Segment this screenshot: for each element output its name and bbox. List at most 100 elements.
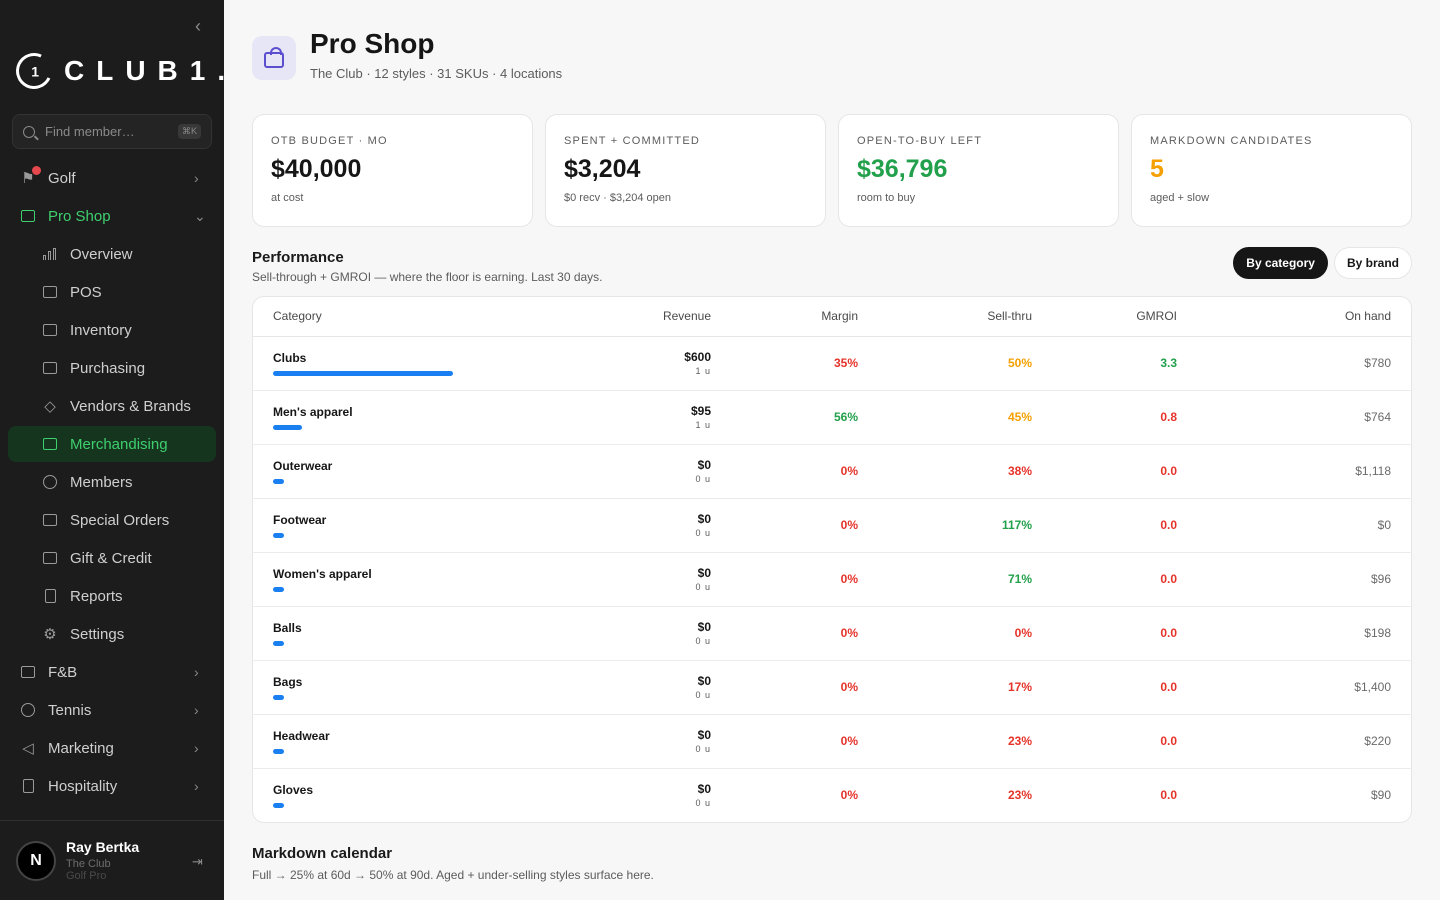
archive-icon: [42, 322, 58, 338]
revenue-share-bar: [273, 640, 284, 646]
sidebar-item-settings[interactable]: ⚙ Settings: [8, 616, 216, 652]
column-header-sell-thru[interactable]: Sell-thru: [878, 297, 1052, 337]
gmroi-cell: 0.0: [1052, 552, 1197, 607]
margin-cell: 0%: [731, 444, 878, 499]
sidebar-item-label: Members: [70, 473, 133, 491]
chevron-right-icon: ›: [194, 702, 199, 718]
by-category-button[interactable]: By category: [1233, 247, 1328, 279]
units-sold: 0 u: [695, 528, 711, 538]
sidebar-item-overview[interactable]: Overview: [8, 236, 216, 272]
category-name: Bags: [273, 674, 303, 689]
sidebar-item-special-orders[interactable]: Special Orders: [8, 502, 216, 538]
kpi-label: SPENT + COMMITTED: [564, 135, 701, 147]
category-name: Balls: [273, 620, 302, 635]
document-icon: [42, 588, 58, 604]
category-cell: Balls: [253, 606, 583, 661]
search-placeholder: Find member…: [45, 124, 135, 139]
column-header-margin[interactable]: Margin: [731, 297, 878, 337]
revenue-cell: $0 0 u: [583, 606, 731, 661]
sidebar-item-pro-shop[interactable]: Pro Shop ⌄: [8, 198, 216, 234]
category-cell: Outerwear: [253, 444, 583, 499]
kpi-label: MARKDOWN CANDIDATES: [1150, 135, 1313, 147]
revenue-cell: $0 0 u: [583, 444, 731, 499]
sidebar-item-tennis[interactable]: Tennis ›: [8, 692, 216, 728]
table-row[interactable]: Outerwear $0 0 u 0% 38% 0.0 $1,118: [253, 444, 1411, 499]
gmroi-cell: 0.0: [1052, 660, 1197, 715]
column-header-gmroi[interactable]: GMROI: [1052, 297, 1197, 337]
gmroi-cell: 0.0: [1052, 498, 1197, 553]
sidebar: ‹ 1 CLUB1. Find member… ⌘K ⚑ Golf › Pro …: [0, 0, 224, 900]
category-name: Headwear: [273, 728, 330, 743]
sidebar-item-label: Reports: [70, 587, 123, 605]
revenue-share-bar: [273, 424, 302, 430]
markdown-calendar-subtitle: Full → 25% at 60d → 50% at 90d. Aged + u…: [252, 868, 654, 882]
bar-chart-icon: [42, 246, 58, 262]
user-name: Ray Bertka: [66, 839, 140, 855]
sidebar-item-pos[interactable]: POS: [8, 274, 216, 310]
search-icon: [23, 125, 35, 138]
kpi-subtext: $0 recv · $3,204 open: [564, 192, 672, 204]
revenue-value: $0: [697, 458, 711, 472]
sidebar-item-vendors-brands[interactable]: ◇ Vendors & Brands: [8, 388, 216, 424]
table-row[interactable]: Clubs $600 1 u 35% 50% 3.3 $780: [253, 336, 1411, 391]
collapse-sidebar-icon[interactable]: ‹: [195, 16, 201, 36]
table-row[interactable]: Women's apparel $0 0 u 0% 71% 0.0 $96: [253, 552, 1411, 607]
kpi-value: $3,204: [564, 155, 641, 183]
column-header-category[interactable]: Category: [253, 297, 583, 337]
table-row[interactable]: Headwear $0 0 u 0% 23% 0.0 $220: [253, 714, 1411, 769]
sidebar-item-fnb[interactable]: F&B ›: [8, 654, 216, 690]
tennis-icon: [20, 702, 36, 718]
revenue-share-bar: [273, 478, 284, 484]
margin-cell: 0%: [731, 714, 878, 769]
users-icon: [42, 474, 58, 490]
user-profile[interactable]: N Ray Bertka The Club Golf Pro ⇥: [0, 820, 224, 900]
logout-icon[interactable]: ⇥: [192, 853, 203, 869]
sidebar-item-marketing[interactable]: ◁ Marketing ›: [8, 730, 216, 766]
table-row[interactable]: Footwear $0 0 u 0% 117% 0.0 $0: [253, 498, 1411, 553]
sidebar-item-golf[interactable]: ⚑ Golf ›: [8, 160, 216, 196]
chevron-right-icon: ›: [194, 170, 199, 186]
sidebar-item-merchandising[interactable]: Merchandising: [8, 426, 216, 462]
table-row[interactable]: Gloves $0 0 u 0% 23% 0.0 $90: [253, 768, 1411, 822]
sell-thru-cell: 45%: [878, 390, 1052, 445]
sidebar-item-inventory[interactable]: Inventory: [8, 312, 216, 348]
revenue-value: $0: [697, 728, 711, 742]
margin-cell: 0%: [731, 660, 878, 715]
sidebar-item-purchasing[interactable]: Purchasing: [8, 350, 216, 386]
kpi-otb-budget: OTB BUDGET · MO $40,000 at cost: [252, 114, 533, 227]
revenue-value: $600: [684, 350, 711, 364]
find-member-search[interactable]: Find member… ⌘K: [12, 114, 212, 149]
category-name: Footwear: [273, 512, 327, 527]
column-header-revenue[interactable]: Revenue: [583, 297, 731, 337]
sidebar-item-label: Marketing: [48, 739, 114, 757]
category-cell: Gloves: [253, 768, 583, 822]
units-sold: 1 u: [695, 366, 711, 376]
sidebar-item-members[interactable]: Members: [8, 464, 216, 500]
sidebar-item-hospitality[interactable]: Hospitality ›: [8, 768, 216, 804]
sidebar-item-gift-credit[interactable]: Gift & Credit: [8, 540, 216, 576]
table-row[interactable]: Men's apparel $95 1 u 56% 45% 0.8 $764: [253, 390, 1411, 445]
revenue-value: $0: [697, 620, 711, 634]
table-row[interactable]: Balls $0 0 u 0% 0% 0.0 $198: [253, 606, 1411, 661]
gear-icon: ⚙: [43, 626, 57, 643]
gift-icon: [42, 550, 58, 566]
gmroi-cell: 0.0: [1052, 606, 1197, 661]
revenue-value: $0: [697, 512, 711, 526]
sell-thru-cell: 23%: [1007, 788, 1032, 803]
category-name: Women's apparel: [273, 566, 372, 581]
gmroi-cell: 0.8: [1052, 390, 1197, 445]
table-row[interactable]: Bags $0 0 u 0% 17% 0.0 $1,400: [253, 660, 1411, 715]
category-name: Gloves: [273, 782, 314, 797]
category-name: Men's apparel: [273, 404, 353, 419]
avatar: N: [16, 840, 56, 881]
sell-thru-cell: 38%: [878, 444, 1052, 499]
by-brand-button[interactable]: By brand: [1333, 247, 1412, 279]
revenue-cell: $0 0 u: [583, 714, 731, 769]
user-info: Ray Bertka The Club Golf Pro: [66, 839, 192, 882]
revenue-value: $0: [697, 674, 711, 688]
column-header-on-hand[interactable]: On hand: [1197, 297, 1411, 337]
sidebar-item-label: Overview: [70, 245, 133, 263]
kpi-cards: OTB BUDGET · MO $40,000 at cost SPENT + …: [252, 114, 1412, 227]
sidebar-item-reports[interactable]: Reports: [8, 578, 216, 614]
category-cell: Headwear: [253, 714, 583, 769]
